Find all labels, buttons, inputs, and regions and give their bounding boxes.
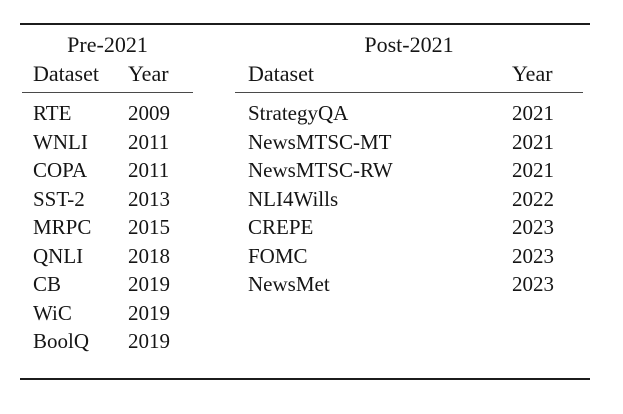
dataset-cell: RTE <box>33 101 72 125</box>
dataset-cell: FOMC <box>248 243 308 268</box>
datasets-by-year-table: Pre-2021 Dataset Year RTE 2009 WNLI 2011 <box>20 23 590 380</box>
pre-2021-group: Pre-2021 Dataset Year RTE 2009 WNLI 2011 <box>22 25 193 356</box>
rows-post-2021: StrategyQA 2021 NewsMTSC-MT 2021 NewsMTS… <box>235 99 583 299</box>
year-cell: 2018 <box>128 243 170 268</box>
post-2021-group: Post-2021 Dataset Year StrategyQA 2021 N… <box>235 25 583 299</box>
table-row: NewsMet 2023 <box>235 270 583 299</box>
dataset-cell: BoolQ <box>33 329 90 353</box>
dataset-cell: WNLI <box>33 129 88 154</box>
year-cell: 2023 <box>512 272 554 296</box>
year-cell: 2021 <box>512 129 554 154</box>
year-cell: 2021 <box>512 158 554 182</box>
table-row: NewsMTSC-RW 2021 <box>235 156 583 185</box>
dataset-cell: NewsMTSC-RW <box>248 158 393 182</box>
dataset-cell: NLI4Wills <box>248 186 339 211</box>
table-row: CB 2019 <box>22 270 193 299</box>
header-rule <box>22 92 193 93</box>
dataset-cell: COPA <box>33 158 88 182</box>
dataset-cell: StrategyQA <box>248 101 349 125</box>
column-headers-post-2021: Dataset Year <box>235 59 583 88</box>
year-cell: 2015 <box>128 215 170 239</box>
table-row: WiC 2019 <box>22 299 193 328</box>
group-title-post-2021: Post-2021 <box>364 32 454 57</box>
column-header-dataset: Dataset <box>248 61 314 86</box>
year-cell: 2023 <box>512 215 554 239</box>
year-cell: 2013 <box>128 186 170 211</box>
table-row: COPA 2011 <box>22 156 193 185</box>
table-row: WNLI 2011 <box>22 128 193 157</box>
table-row: QNLI 2018 <box>22 242 193 271</box>
dataset-cell: NewsMet <box>248 272 330 296</box>
year-cell: 2009 <box>128 101 170 125</box>
year-cell: 2019 <box>128 300 170 325</box>
column-header-dataset: Dataset <box>33 61 99 86</box>
year-cell: 2021 <box>512 101 554 125</box>
year-cell: 2019 <box>128 329 170 353</box>
table-row: CREPE 2023 <box>235 213 583 242</box>
column-headers-pre-2021: Dataset Year <box>22 59 193 88</box>
column-header-year: Year <box>128 61 169 86</box>
year-cell: 2011 <box>128 129 170 154</box>
table-row: NewsMTSC-MT 2021 <box>235 128 583 157</box>
year-cell: 2022 <box>512 186 554 211</box>
table-row: SST-2 2013 <box>22 185 193 214</box>
table-row: RTE 2009 <box>22 99 193 128</box>
dataset-cell: MRPC <box>33 215 92 239</box>
header-rule <box>235 92 583 93</box>
year-cell: 2019 <box>128 272 170 296</box>
column-header-year: Year <box>512 61 553 86</box>
table-row: FOMC 2023 <box>235 242 583 271</box>
dataset-cell: CB <box>33 272 62 296</box>
dataset-cell: WiC <box>33 300 72 325</box>
dataset-cell: CREPE <box>248 215 314 239</box>
year-cell: 2011 <box>128 158 170 182</box>
table-row: NLI4Wills 2022 <box>235 185 583 214</box>
year-cell: 2023 <box>512 243 554 268</box>
dataset-cell: QNLI <box>33 243 84 268</box>
table-row: MRPC 2015 <box>22 213 193 242</box>
table-row: BoolQ 2019 <box>22 327 193 356</box>
table-row: StrategyQA 2021 <box>235 99 583 128</box>
dataset-cell: NewsMTSC-MT <box>248 129 392 154</box>
dataset-cell: SST-2 <box>33 186 85 211</box>
rows-pre-2021: RTE 2009 WNLI 2011 COPA 2011 SST-2 2013 <box>22 99 193 356</box>
group-title-pre-2021: Pre-2021 <box>67 32 148 57</box>
table-column-groups: Pre-2021 Dataset Year RTE 2009 WNLI 2011 <box>20 25 590 356</box>
